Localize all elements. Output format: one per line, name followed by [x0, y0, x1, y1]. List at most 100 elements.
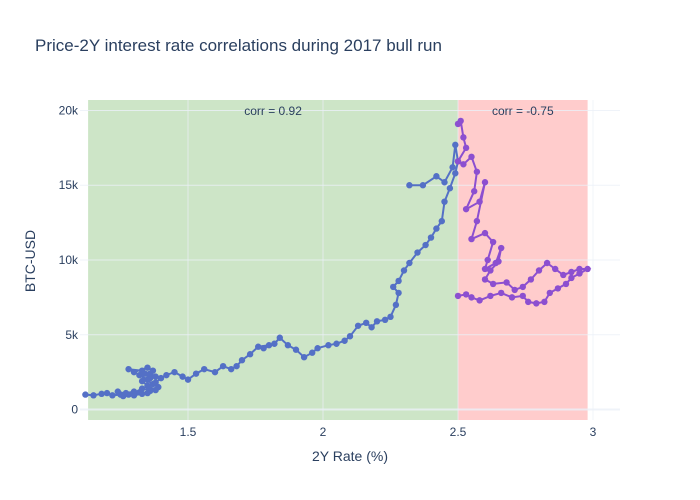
series-1-point [433, 173, 440, 180]
series-2-point [498, 244, 505, 252]
region-annotations: corr = 0.92 corr = -0.75 [244, 104, 554, 118]
series-2-point [546, 289, 553, 297]
series-1-point [260, 345, 267, 352]
series-1-point [292, 346, 300, 353]
y-axis-ticks: 0 5k 10k 15k 20k [59, 103, 79, 416]
series-2-point [535, 267, 543, 274]
series-1-point [144, 376, 151, 383]
series-1-point [406, 182, 413, 189]
series-2-point [462, 205, 470, 213]
x-tick-label: 2.5 [450, 425, 467, 439]
series-1-point [400, 267, 408, 274]
series-2-point [525, 298, 532, 306]
series-2-point [576, 265, 583, 273]
series-2-point [462, 144, 470, 152]
series-1-point [246, 351, 254, 358]
series-1-point [163, 371, 170, 379]
y-tick-label: 15k [59, 178, 79, 192]
series-2-point [562, 280, 570, 288]
series-1-point [395, 277, 402, 285]
series-2-point [495, 258, 502, 265]
series-1-point [309, 349, 316, 356]
series-2-point [481, 265, 489, 273]
series-2-point [468, 235, 475, 243]
series-1-point [138, 385, 146, 392]
series-2-point [476, 198, 483, 205]
series-2-point [471, 188, 478, 195]
series-1-point [144, 364, 151, 371]
series-1-point [179, 373, 186, 380]
series-2-point [481, 229, 489, 237]
series-1-point [157, 374, 165, 382]
series-1-point [452, 141, 459, 149]
series-2-point [473, 168, 481, 175]
series-1-point [184, 376, 192, 383]
series-2-point [568, 268, 575, 276]
series-1-point [373, 318, 381, 325]
series-2-point [489, 238, 497, 246]
series-2-point [576, 270, 583, 277]
series-2-point [457, 117, 464, 125]
series-2-point [454, 292, 462, 300]
series-2-point [552, 265, 559, 273]
chart-title: Price-2Y interest rate correlations duri… [35, 36, 442, 55]
x-axis-ticks: 1.5 2 2.5 3 [180, 425, 597, 439]
x-tick-label: 2 [320, 425, 327, 439]
series-1-point [152, 373, 159, 380]
series-1-point [381, 316, 389, 324]
series-2-point [489, 280, 497, 288]
series-1-point [147, 370, 154, 377]
series-1-point [390, 283, 397, 291]
series-2-point [508, 294, 516, 301]
series-1-point [427, 234, 435, 241]
series-2-point [462, 291, 470, 298]
series-1-point [314, 345, 321, 352]
series-1-point [284, 342, 292, 349]
series-1-point [387, 313, 394, 321]
series-1-point [422, 241, 429, 249]
series-1-point [265, 342, 273, 349]
series-1-point [192, 370, 200, 377]
y-tick-label: 20k [59, 103, 79, 117]
series-1-point [138, 377, 146, 385]
series-1-point [171, 368, 178, 376]
series-2-point [519, 283, 526, 291]
series-2-point [468, 294, 475, 301]
series-1-point [368, 324, 375, 331]
series-2-point [543, 259, 551, 267]
series-1-point [130, 368, 138, 376]
region-2-label: corr = -0.75 [492, 104, 554, 118]
x-axis-title: 2Y Rate (%) [312, 448, 388, 464]
series-1-point [325, 342, 332, 349]
series-1-point [446, 185, 454, 192]
series-1-point [433, 225, 440, 232]
series-1-point [103, 389, 111, 397]
series-1-point [300, 353, 308, 361]
series-2-point [503, 279, 510, 286]
series-2-point [460, 134, 467, 141]
series-2-point [481, 276, 489, 283]
y-tick-label: 10k [59, 253, 79, 267]
series-1-point [452, 170, 459, 177]
series-2-point [541, 298, 548, 306]
series-2-point [487, 292, 494, 300]
series-2-point [487, 267, 494, 274]
y-axis-title: BTC-USD [22, 230, 38, 292]
series-1-point [406, 259, 413, 267]
series-2-point [533, 300, 540, 307]
series-2-point [498, 289, 505, 297]
series-1-point [333, 340, 340, 347]
series-1-point [363, 319, 370, 327]
series-1-point [109, 392, 116, 399]
series-1-point [98, 390, 105, 398]
x-tick-label: 1.5 [180, 425, 197, 439]
series-1-point [276, 334, 283, 341]
series-1-point [130, 392, 138, 399]
series-1-point [211, 368, 219, 376]
series-1-point [114, 388, 122, 395]
series-2-point [584, 265, 591, 273]
series-2-point [460, 161, 467, 168]
series-2-point [454, 158, 462, 165]
region-1-label: corr = 0.92 [244, 104, 302, 118]
series-1-point [90, 392, 97, 399]
